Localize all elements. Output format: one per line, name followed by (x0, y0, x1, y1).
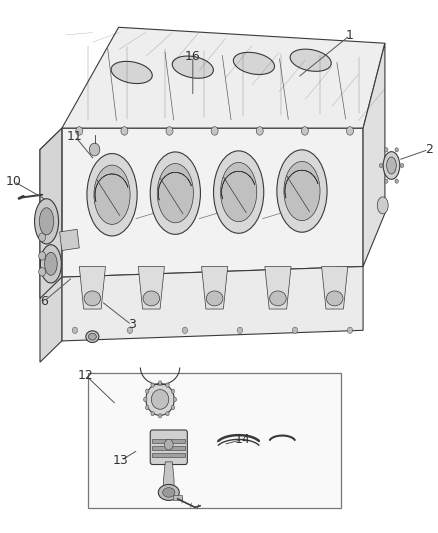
Circle shape (395, 179, 399, 183)
Ellipse shape (40, 245, 61, 283)
Circle shape (39, 233, 46, 241)
Bar (152, 453, 185, 457)
Circle shape (395, 148, 399, 152)
Circle shape (256, 127, 263, 135)
Text: 14: 14 (235, 433, 251, 446)
Wedge shape (285, 170, 318, 198)
Circle shape (237, 327, 243, 334)
Text: 1: 1 (346, 29, 354, 42)
Circle shape (166, 127, 173, 135)
Polygon shape (163, 462, 174, 487)
Bar (88, 373, 341, 508)
Ellipse shape (151, 390, 169, 409)
Circle shape (151, 411, 154, 416)
Polygon shape (201, 266, 228, 309)
Ellipse shape (270, 291, 286, 306)
Circle shape (173, 397, 177, 401)
Ellipse shape (143, 291, 159, 306)
Polygon shape (79, 266, 106, 309)
Ellipse shape (84, 291, 101, 306)
Ellipse shape (290, 49, 331, 71)
Polygon shape (40, 128, 62, 298)
Circle shape (166, 411, 169, 416)
Ellipse shape (146, 383, 174, 415)
Circle shape (347, 327, 353, 334)
Text: 13: 13 (113, 454, 129, 467)
Ellipse shape (35, 199, 59, 244)
Polygon shape (62, 27, 385, 128)
Ellipse shape (94, 165, 130, 224)
Text: 16: 16 (185, 50, 201, 63)
Polygon shape (321, 266, 348, 309)
Circle shape (292, 327, 297, 334)
Circle shape (76, 127, 83, 135)
Circle shape (127, 327, 133, 334)
Ellipse shape (111, 61, 152, 84)
Ellipse shape (87, 154, 137, 236)
Circle shape (39, 252, 46, 260)
Circle shape (346, 127, 353, 135)
Circle shape (145, 406, 149, 410)
Ellipse shape (277, 150, 327, 232)
Polygon shape (363, 43, 385, 266)
Circle shape (144, 397, 147, 401)
Ellipse shape (86, 331, 99, 343)
Bar (152, 446, 185, 450)
Ellipse shape (377, 197, 388, 214)
Circle shape (379, 164, 383, 167)
Ellipse shape (172, 56, 213, 78)
Circle shape (121, 127, 128, 135)
Ellipse shape (150, 152, 201, 235)
Text: 3: 3 (128, 319, 136, 332)
Ellipse shape (157, 164, 194, 223)
Bar (173, 495, 182, 500)
Circle shape (385, 148, 388, 152)
Polygon shape (138, 266, 164, 309)
FancyBboxPatch shape (150, 430, 187, 465)
Ellipse shape (39, 208, 54, 235)
Ellipse shape (206, 291, 223, 306)
Text: 10: 10 (6, 175, 22, 188)
Ellipse shape (383, 152, 400, 179)
Circle shape (164, 439, 173, 450)
Circle shape (145, 389, 149, 393)
Wedge shape (95, 174, 128, 202)
Wedge shape (222, 171, 254, 199)
Ellipse shape (162, 488, 175, 497)
Ellipse shape (233, 52, 275, 75)
Circle shape (89, 143, 100, 156)
Bar (152, 439, 185, 443)
Circle shape (158, 381, 162, 385)
Text: 12: 12 (78, 369, 94, 382)
Text: 11: 11 (67, 130, 83, 143)
Circle shape (182, 327, 187, 334)
Circle shape (39, 268, 46, 276)
Ellipse shape (284, 161, 320, 221)
Wedge shape (158, 172, 191, 200)
Ellipse shape (387, 157, 396, 174)
Circle shape (72, 327, 78, 334)
Circle shape (211, 127, 218, 135)
Ellipse shape (214, 151, 264, 233)
Polygon shape (62, 128, 363, 277)
Text: 2: 2 (424, 143, 432, 156)
Polygon shape (60, 229, 79, 251)
Polygon shape (62, 266, 363, 341)
Polygon shape (265, 266, 291, 309)
Circle shape (171, 389, 175, 393)
Polygon shape (40, 128, 62, 362)
Ellipse shape (326, 291, 343, 306)
Circle shape (301, 127, 308, 135)
Circle shape (400, 164, 404, 167)
Ellipse shape (45, 252, 57, 276)
Text: 6: 6 (40, 295, 48, 308)
Circle shape (385, 179, 388, 183)
Circle shape (166, 383, 169, 387)
Circle shape (171, 406, 175, 410)
Ellipse shape (158, 484, 179, 500)
Ellipse shape (88, 333, 96, 340)
Circle shape (151, 383, 154, 387)
Ellipse shape (221, 163, 257, 222)
Circle shape (158, 414, 162, 418)
